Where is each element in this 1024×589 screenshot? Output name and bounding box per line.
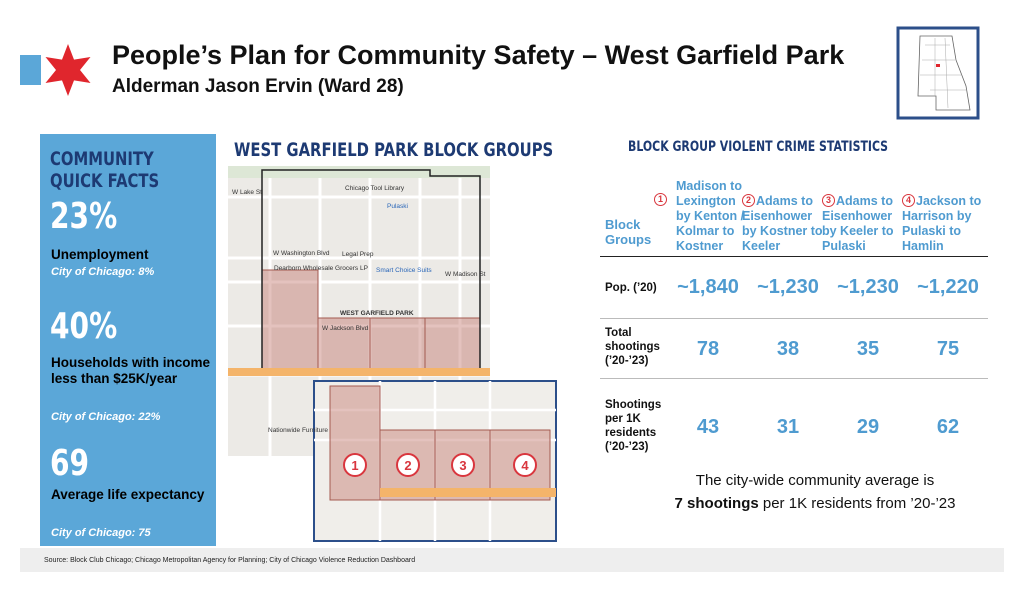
title: People’s Plan for Community Safety – Wes… xyxy=(112,40,845,70)
fact-note: City of Chicago: 75 xyxy=(51,527,151,539)
row-label: Pop. (’20) xyxy=(605,282,657,294)
map-inset: 1 2 3 4 xyxy=(313,380,557,542)
cell: 38 xyxy=(776,338,800,360)
column-number: 2 xyxy=(742,194,755,207)
locator-map xyxy=(896,26,980,120)
fact-label: Unemployment xyxy=(51,247,149,262)
column-label: Adams to Eisenhower by Kostner to Keeler xyxy=(742,194,823,253)
map-label: Smart Choice Suits xyxy=(376,267,432,274)
map-label: WEST GARFIELD PARK xyxy=(340,310,414,317)
column-header: 2 Adams to Eisenhower by Kostner to Keele… xyxy=(742,194,827,254)
fact-note: City of Chicago: 8% xyxy=(51,266,155,278)
column-label: Adams to Eisenhower by Keeler to Pulaski xyxy=(822,194,894,253)
footer-band xyxy=(20,548,1004,572)
facts-panel xyxy=(40,134,216,546)
column-number: 4 xyxy=(902,194,915,207)
cell: ~1,230 xyxy=(757,276,819,298)
fact-label: Households with income less than $25K/ye… xyxy=(51,355,211,386)
table-rule xyxy=(600,318,988,319)
cell: 78 xyxy=(696,338,720,360)
map-label: W Jackson Blvd xyxy=(322,325,369,332)
column-number: 1 xyxy=(654,193,667,206)
map-label: W Madison St xyxy=(445,271,486,278)
cell: 29 xyxy=(856,416,880,438)
cell: ~1,840 xyxy=(677,276,739,298)
cell: 31 xyxy=(776,416,800,438)
note-line: 7 shootings per 1K residents from ’20-’2… xyxy=(600,495,1024,512)
cell: ~1,230 xyxy=(837,276,899,298)
cell: 62 xyxy=(936,416,960,438)
map-label: Legal Prep xyxy=(342,251,374,258)
note-bold: 7 shootings xyxy=(674,495,759,512)
facts-heading: COMMUNITY QUICK FACTS xyxy=(50,148,160,192)
source: Source: Block Club Chicago; Chicago Metr… xyxy=(44,557,416,564)
fact-value: 40% xyxy=(50,306,118,347)
fact-label: Average life expectancy xyxy=(51,487,205,502)
column-number: 3 xyxy=(822,194,835,207)
map-marker: 3 xyxy=(459,458,466,473)
column-label: Jackson to Harrison by Pulaski to Hamlin xyxy=(902,194,982,253)
map-marker: 2 xyxy=(404,458,411,473)
cell: 35 xyxy=(856,338,880,360)
cell: ~1,220 xyxy=(917,276,979,298)
stats-title: BLOCK GROUP VIOLENT CRIME STATISTICS xyxy=(628,139,889,155)
note-line: The city-wide community average is xyxy=(695,472,935,489)
row-label: Shootings per 1K residents (’20-’23) xyxy=(605,399,662,453)
fact-note: City of Chicago: 22% xyxy=(51,411,161,423)
cell: 75 xyxy=(936,338,960,360)
cell: 43 xyxy=(696,416,720,438)
table-rule xyxy=(600,256,988,257)
map-label: Pulaski xyxy=(387,203,408,210)
map-marker: 1 xyxy=(351,458,358,473)
table-rule xyxy=(600,378,988,379)
table-header: Block Groups xyxy=(605,217,652,247)
subtitle: Alderman Jason Ervin (Ward 28) xyxy=(112,76,404,97)
column-header: 1 Madison to Lexington by Kenton / Kolmar… xyxy=(654,179,745,254)
map-label: Dearborn Wholesale Grocers LP xyxy=(274,265,368,272)
column-header: 3 Adams to Eisenhower by Keeler to Pulask… xyxy=(822,194,907,254)
row-label: Total shootings (’20-’23) xyxy=(605,327,660,367)
map-label: W Lake St xyxy=(232,189,262,196)
map-label: Chicago Tool Library xyxy=(345,185,405,192)
note-rest: per 1K residents from ’20-’23 xyxy=(762,495,956,512)
chicago-star xyxy=(45,44,91,96)
column-header: 4 Jackson to Harrison by Pulaski to Hamli… xyxy=(902,194,987,254)
map-label: Nationwide Furniture xyxy=(268,427,328,434)
fact-value: 23% xyxy=(50,196,118,237)
map-label: W Washington Blvd xyxy=(273,250,330,257)
map-marker: 4 xyxy=(521,458,529,473)
fact-value: 69 xyxy=(50,443,90,484)
column-label: Madison to Lexington by Kenton / Kolmar … xyxy=(676,179,745,253)
accent-square xyxy=(20,55,41,85)
map-title: WEST GARFIELD PARK BLOCK GROUPS xyxy=(234,139,554,161)
